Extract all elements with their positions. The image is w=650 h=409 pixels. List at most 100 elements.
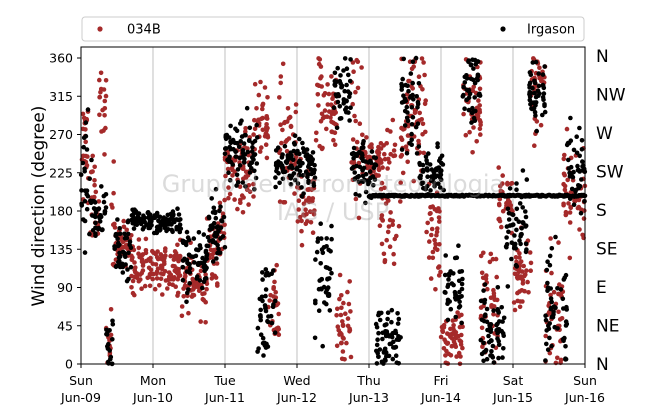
data-point [579,177,584,182]
data-point [484,356,490,362]
data-point [374,342,380,348]
data-point [284,149,290,154]
data-point [357,149,362,155]
data-point [424,229,429,235]
compass-label: S [596,201,607,221]
data-point [284,160,290,166]
data-point [158,227,163,232]
data-point [92,178,97,183]
data-point [520,205,525,210]
data-point [334,94,340,99]
data-point [301,201,307,206]
data-point [246,202,251,207]
data-point [171,277,176,282]
data-point [373,163,379,168]
data-point [548,296,554,301]
data-point [141,213,146,218]
data-point [417,175,423,180]
data-point [399,152,405,158]
data-point [567,220,573,225]
data-point [299,228,304,234]
data-point [342,357,347,362]
data-point [405,133,411,138]
data-point [347,279,353,284]
data-point [300,140,305,146]
data-point [416,138,421,144]
data-point [295,165,300,170]
data-point [543,333,548,339]
data-point [386,224,392,229]
data-point [404,115,410,121]
data-point [251,132,256,137]
data-point [216,246,221,252]
data-point [305,218,310,224]
data-point [409,142,415,147]
data-point [323,265,329,270]
data-point [243,126,248,131]
data-point [165,227,171,232]
data-point [432,184,437,189]
data-point [410,80,416,86]
data-point [196,230,202,235]
data-point [210,252,215,257]
data-point [95,226,101,232]
data-point [132,269,138,275]
data-point [296,207,302,212]
data-point [466,107,472,113]
data-point [419,117,425,122]
data-point [497,202,502,208]
data-point [250,145,255,150]
data-point [345,316,351,321]
data-point [466,95,472,100]
data-point [398,199,403,204]
data-point [324,114,330,119]
data-point [355,85,361,91]
data-point [264,122,269,127]
data-point [306,180,311,185]
data-point [486,333,491,339]
data-point [184,299,189,305]
data-point [379,241,385,247]
data-point [375,350,381,356]
data-point [456,243,461,248]
data-point [186,269,192,275]
data-point [488,322,494,327]
data-point [471,84,477,90]
data-point [247,170,253,175]
data-point [491,308,496,313]
data-point [261,353,266,358]
data-point [170,229,175,235]
data-point [248,160,254,165]
data-point [337,116,343,121]
data-point [141,225,147,230]
data-point [409,105,415,110]
data-point [100,107,105,113]
data-point [260,127,266,133]
data-point [351,155,356,161]
data-point [391,251,396,257]
data-point [474,76,480,82]
data-point [227,191,233,197]
data-point [363,200,368,206]
data-point [176,212,182,217]
data-point [268,292,273,298]
data-point [97,112,102,118]
data-point [511,222,516,227]
data-point [235,167,241,172]
data-point [363,189,369,195]
data-point [167,220,173,225]
data-point [478,337,484,343]
data-point [227,177,233,183]
y-tick-label: 45 [57,318,73,333]
data-point [542,109,548,115]
data-point [501,315,507,321]
data-point [83,120,89,125]
data-point [540,112,545,118]
compass-label: SW [596,163,624,183]
data-point [326,91,332,97]
data-point [348,354,354,360]
data-point [300,173,306,178]
plot-frame [80,46,586,365]
data-point [108,307,114,312]
data-point [541,97,546,102]
